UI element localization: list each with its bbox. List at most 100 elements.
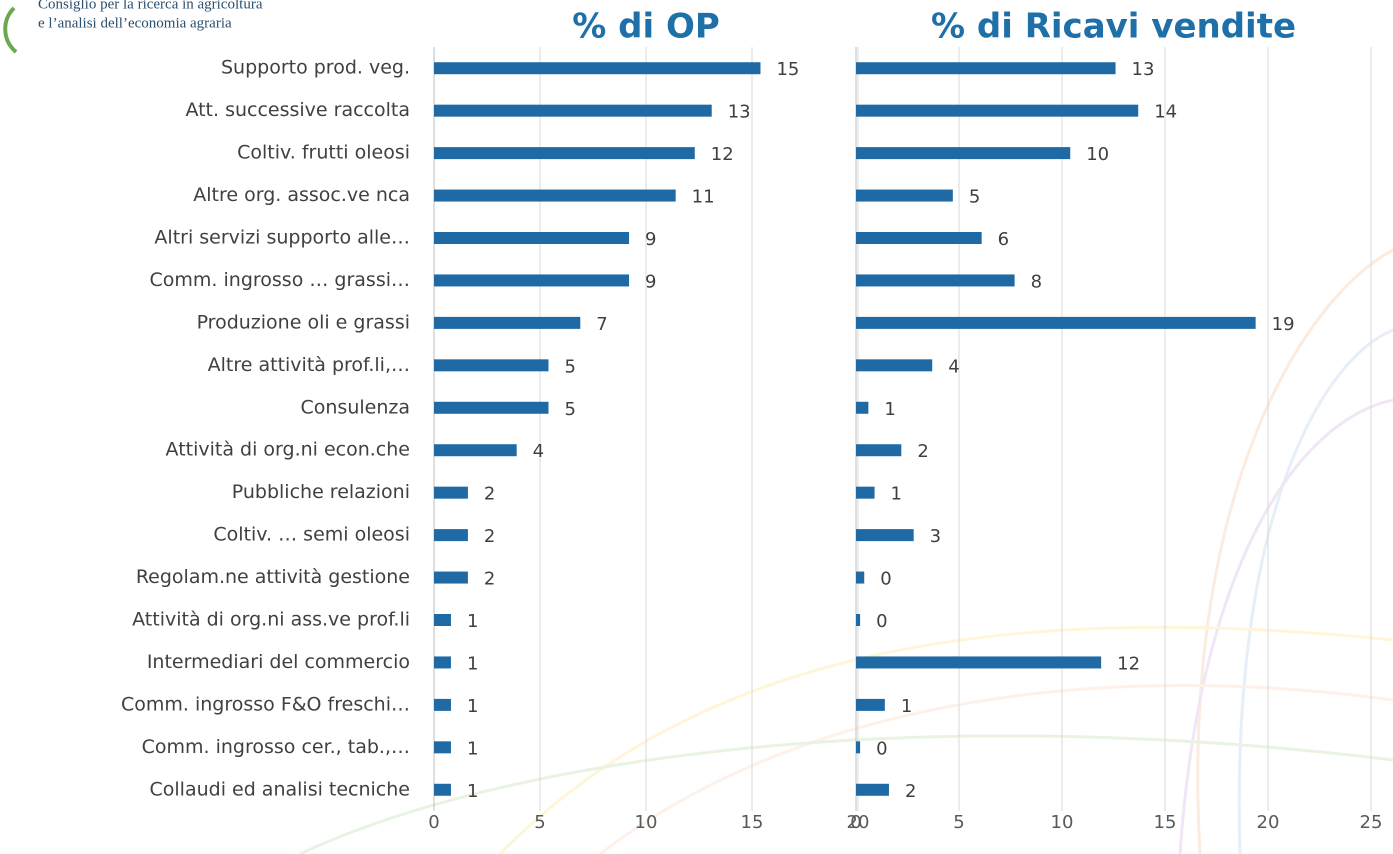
category-label: Comm. ingrosso cer., tab.,… — [142, 736, 410, 758]
bar — [434, 274, 630, 287]
bar — [856, 571, 865, 584]
logo-text: e l’analisi dell’economia agraria — [38, 15, 232, 31]
bar — [434, 104, 712, 117]
value-label: 19 — [1272, 314, 1295, 335]
value-label: 12 — [1117, 653, 1140, 674]
value-label: 1 — [891, 484, 902, 505]
value-label: 3 — [930, 526, 941, 547]
bar — [434, 486, 468, 499]
chart-title: % di OP — [572, 7, 720, 47]
value-label: 7 — [596, 314, 607, 335]
value-label: 9 — [645, 229, 656, 250]
category-label: Attività di org.ni econ.che — [166, 439, 410, 461]
bar — [434, 656, 451, 669]
bar — [856, 614, 861, 626]
bar — [434, 401, 549, 414]
bar — [434, 62, 761, 75]
bar — [434, 316, 581, 329]
value-label: 2 — [484, 526, 495, 547]
value-label: 1 — [467, 611, 478, 632]
bar — [856, 274, 1015, 287]
value-label: 2 — [484, 484, 495, 505]
bar — [856, 741, 861, 754]
x-tick-label: 15 — [741, 812, 764, 833]
x-tick-label: 5 — [953, 812, 964, 833]
value-label: 1 — [467, 738, 478, 759]
bar — [856, 359, 933, 372]
value-label: 5 — [969, 187, 980, 208]
x-tick-label: 15 — [1154, 812, 1177, 833]
category-label: Collaudi ed analisi tecniche — [150, 778, 411, 800]
value-label: 12 — [711, 144, 734, 165]
value-label: 1 — [467, 696, 478, 717]
bar — [434, 189, 676, 202]
category-label: Consulenza — [300, 396, 410, 418]
bar — [434, 147, 695, 160]
category-label: Altre attività prof.li,… — [208, 354, 410, 376]
value-label: 10 — [1086, 144, 1109, 165]
bar — [856, 147, 1071, 160]
value-label: 5 — [564, 399, 575, 420]
bar — [856, 401, 869, 414]
value-label: 0 — [876, 738, 887, 759]
bar — [856, 316, 1256, 329]
bar — [434, 614, 451, 626]
value-label: 13 — [1132, 59, 1155, 80]
bar — [434, 698, 451, 711]
bar — [434, 571, 468, 584]
category-label: Produzione oli e grassi — [197, 311, 410, 333]
bar — [856, 529, 914, 542]
value-label: 4 — [948, 356, 959, 377]
value-label: 1 — [884, 399, 895, 420]
background-arcs — [299, 248, 1393, 854]
category-label: Altre org. assoc.ve nca — [193, 184, 410, 206]
bar — [856, 656, 1102, 669]
value-label: 2 — [917, 441, 928, 462]
x-tick-label: 0 — [850, 812, 861, 833]
bar — [856, 62, 1116, 75]
value-label: 2 — [484, 569, 495, 590]
bar — [856, 486, 875, 499]
category-label: Supporto prod. veg. — [221, 57, 410, 79]
value-label: 13 — [728, 102, 751, 123]
logo-mark — [3, 6, 18, 54]
x-tick-label: 10 — [635, 812, 658, 833]
bar — [856, 232, 982, 244]
value-label: 5 — [564, 356, 575, 377]
value-label: 14 — [1154, 102, 1177, 123]
category-label: Coltiv. … semi oleosi — [213, 524, 410, 546]
x-tick-label: 20 — [847, 812, 870, 833]
category-label: Pubbliche relazioni — [232, 481, 410, 503]
category-label: Intermediari del commercio — [147, 651, 410, 673]
category-label: Altri servizi supporto alle… — [154, 227, 410, 249]
bar — [434, 232, 630, 244]
bar — [856, 783, 889, 796]
bar — [434, 741, 451, 754]
value-label: 4 — [533, 441, 544, 462]
chart-title: % di Ricavi vendite — [931, 7, 1296, 47]
bar — [434, 359, 549, 372]
bar — [856, 444, 902, 457]
value-label: 8 — [1031, 271, 1042, 292]
bar — [434, 783, 451, 796]
value-label: 0 — [876, 611, 887, 632]
value-label: 0 — [880, 569, 891, 590]
x-tick-label: 25 — [1360, 812, 1383, 833]
x-tick-label: 0 — [428, 812, 439, 833]
bar — [434, 444, 517, 457]
value-label: 15 — [776, 59, 799, 80]
bar — [856, 189, 953, 202]
x-tick-label: 5 — [534, 812, 545, 833]
x-tick-label: 20 — [1257, 812, 1280, 833]
x-tick-label: 10 — [1051, 812, 1074, 833]
value-label: 11 — [692, 187, 715, 208]
logo-text: Consiglio per la ricerca in agricoltura — [38, 0, 263, 12]
bar — [856, 698, 885, 711]
value-label: 9 — [645, 271, 656, 292]
value-label: 6 — [998, 229, 1009, 250]
value-label: 1 — [901, 696, 912, 717]
category-label: Regolam.ne attività gestione — [136, 566, 410, 588]
bar — [434, 529, 468, 542]
category-label: Att. successive raccolta — [185, 99, 410, 121]
